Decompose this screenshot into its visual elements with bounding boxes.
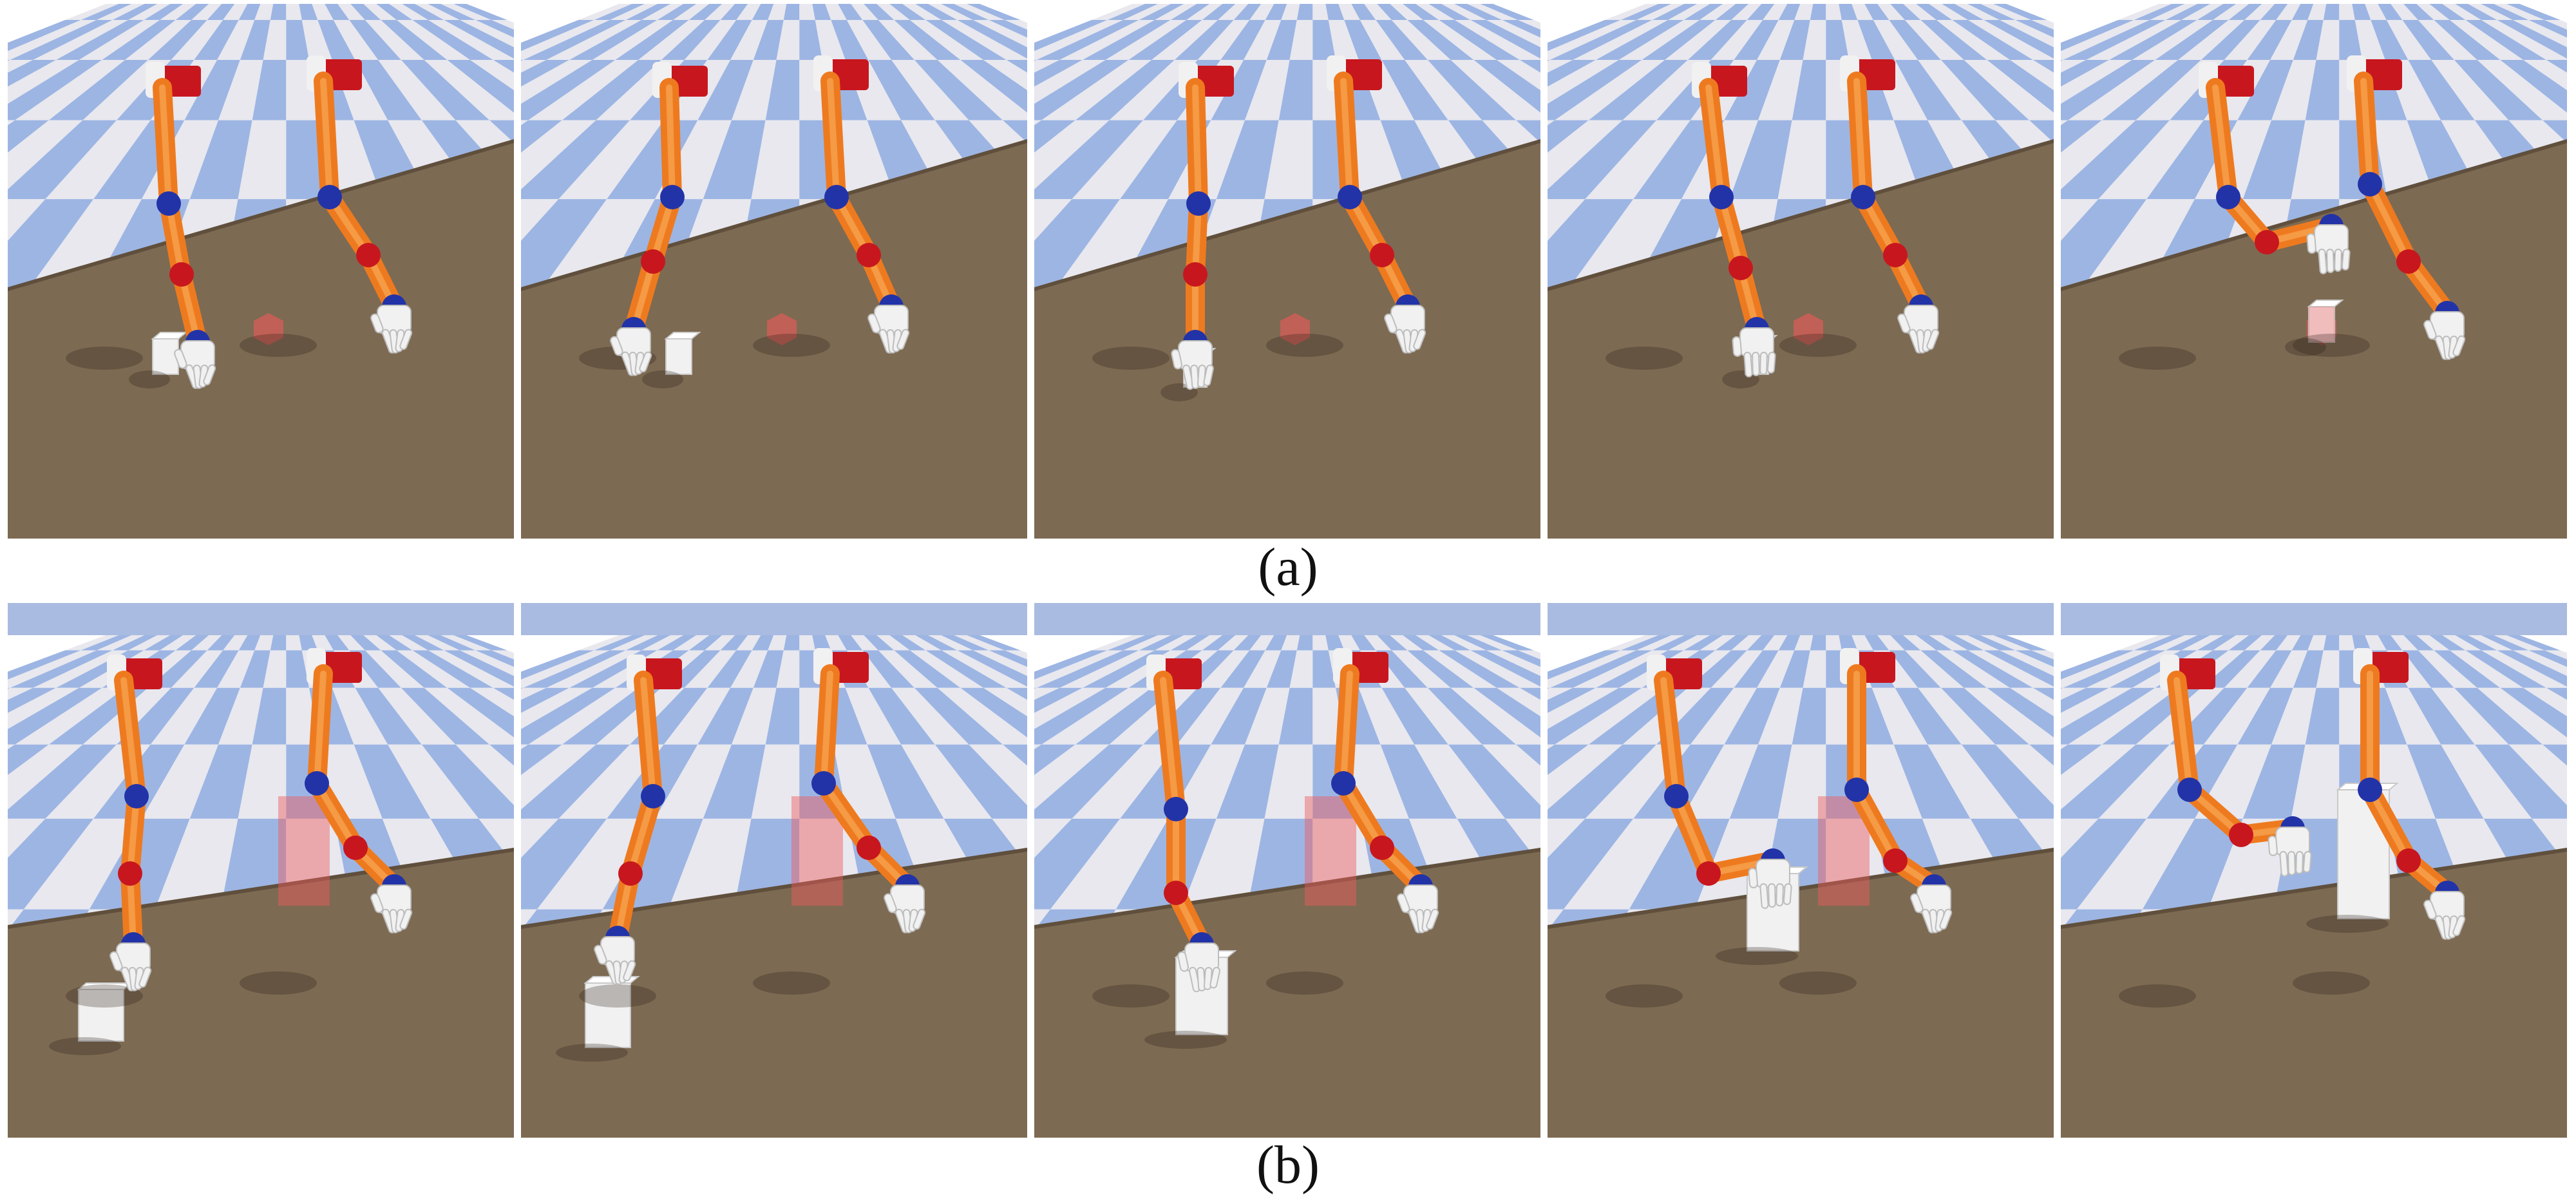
sim-render xyxy=(8,4,514,539)
robot-arms xyxy=(1647,648,1953,933)
sim-render xyxy=(2061,603,2567,1138)
target-marker xyxy=(254,313,283,345)
panel-b-frame-4 xyxy=(1548,603,2054,1138)
object xyxy=(2307,300,2344,343)
robot-arms xyxy=(1146,648,1439,993)
panel-b-frame-3 xyxy=(1034,603,1540,1138)
sim-render xyxy=(8,603,514,1138)
sim-render xyxy=(1034,603,1540,1138)
object xyxy=(664,332,701,375)
robot-arms xyxy=(594,648,926,985)
target-marker xyxy=(278,796,330,906)
sim-render xyxy=(521,4,1027,539)
robot-arms xyxy=(2199,55,2466,360)
panel-a-frame-2 xyxy=(521,4,1027,539)
target-marker xyxy=(767,313,797,345)
sim-render xyxy=(2061,4,2567,539)
panel-b-frame-2 xyxy=(521,603,1027,1138)
target-marker xyxy=(1305,796,1356,906)
panel-a-frame-3 xyxy=(1034,4,1540,539)
robot-arms xyxy=(610,55,910,376)
panel-a-caption: (a) xyxy=(1258,537,1318,597)
robot-arms xyxy=(2160,648,2466,940)
sim-render xyxy=(1034,4,1540,539)
sim-render xyxy=(521,603,1027,1138)
robot-arms xyxy=(107,648,413,991)
robot-arms xyxy=(1692,55,1940,378)
sim-render xyxy=(1548,603,2054,1138)
sim-render xyxy=(1548,4,2054,539)
panel-a-frame-4 xyxy=(1548,4,2054,539)
robot-arms xyxy=(1171,55,1426,390)
panel-b-frame-1 xyxy=(8,603,514,1138)
panel-b-caption: (b) xyxy=(1256,1135,1320,1195)
panel-a-row xyxy=(8,4,2568,539)
panel-a-frame-1 xyxy=(8,4,514,539)
object xyxy=(77,982,133,1042)
target-marker xyxy=(1794,313,1823,345)
target-marker xyxy=(1280,313,1310,345)
panel-a-frame-5 xyxy=(2061,4,2567,539)
panel-b-row xyxy=(8,603,2568,1138)
panel-b-frame-5 xyxy=(2061,603,2567,1138)
robot-arms xyxy=(146,55,413,389)
